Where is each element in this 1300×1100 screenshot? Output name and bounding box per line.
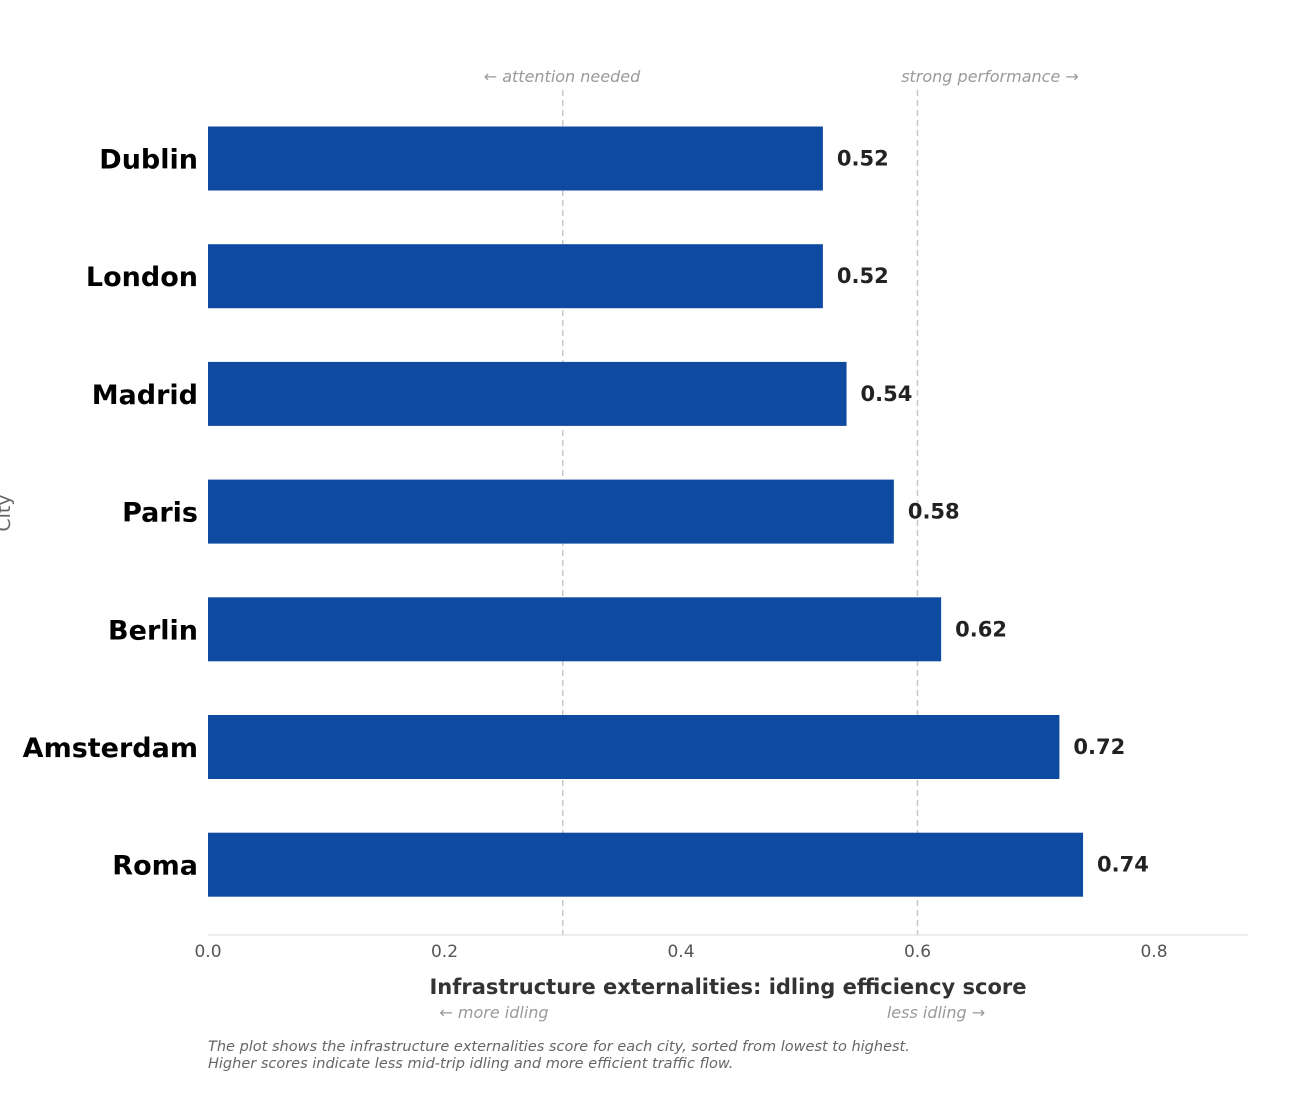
footnote: The plot shows the infrastructure extern… (208, 1039, 910, 1073)
footnote-line-1: The plot shows the infrastructure extern… (208, 1039, 910, 1055)
value-label-london: 0.52 (837, 264, 889, 288)
x-tick-labels: 0.0 0.2 0.4 0.6 0.8 (194, 942, 1167, 962)
value-label-paris: 0.58 (908, 500, 960, 524)
x-tick-label-1: 0.2 (431, 942, 458, 962)
category-label-london: London (86, 262, 198, 293)
annotation-attention-needed: ← attention needed (484, 67, 641, 86)
annotation-strong-performance: strong performance → (901, 67, 1079, 86)
annotation-more-idling: ← more idling (439, 1003, 548, 1022)
bar-madrid (208, 361, 847, 426)
y-axis-title: City (0, 494, 15, 531)
annotation-less-idling: less idling → (887, 1003, 985, 1022)
category-label-berlin: Berlin (108, 615, 198, 646)
category-label-madrid: Madrid (92, 380, 198, 411)
bar-london (208, 244, 823, 309)
category-label-dublin: Dublin (99, 145, 198, 176)
bar-roma (208, 832, 1084, 897)
value-label-madrid: 0.54 (861, 382, 913, 406)
value-label-amsterdam: 0.72 (1073, 735, 1125, 759)
bar-dublin (208, 126, 823, 191)
bars-group (208, 126, 1084, 897)
x-tick-label-0: 0.0 (194, 942, 221, 962)
category-label-paris: Paris (122, 498, 198, 529)
category-label-amsterdam: Amsterdam (23, 733, 198, 764)
bar-amsterdam (208, 715, 1060, 779)
value-label-dublin: 0.52 (837, 147, 889, 171)
value-label-berlin: 0.62 (955, 617, 1007, 641)
value-labels: 0.52 0.52 0.54 0.58 0.62 0.72 0.74 (837, 147, 1149, 877)
x-tick-label-2: 0.4 (667, 942, 694, 962)
bar-berlin (208, 597, 942, 662)
category-label-roma: Roma (112, 851, 198, 882)
footnote-line-2: Higher scores indicate less mid-trip idl… (208, 1056, 734, 1072)
x-axis-title: Infrastructure externalities: idling eff… (429, 975, 1026, 999)
bar-paris (208, 479, 894, 544)
category-labels: Dublin London Madrid Paris Berlin Amsterdam Ro… (23, 145, 198, 882)
x-tick-label-4: 0.8 (1140, 942, 1167, 962)
x-tick-label-3: 0.6 (904, 942, 931, 962)
value-label-roma: 0.74 (1097, 853, 1149, 877)
